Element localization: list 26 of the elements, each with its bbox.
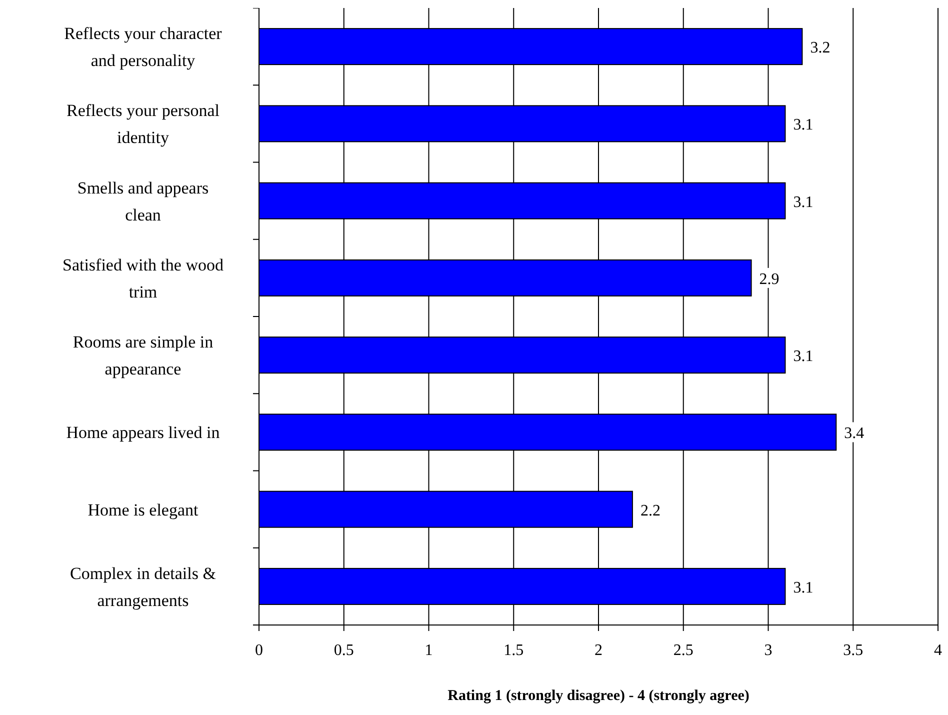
y-tick-label: Rooms are simple in appearance [72,332,214,379]
x-tick-label: 4 [934,642,942,659]
x-tick-label: 3.5 [843,642,864,659]
data-label: 3.4 [844,425,864,442]
data-label: 3.1 [793,348,814,366]
y-tick-label: Reflects your character and personality [64,24,222,70]
y-tick-label: Home appears lived in [66,423,220,442]
x-tick-label: 0.5 [334,642,354,659]
y-tick-label: Reflects your personal identity [66,101,220,148]
x-tick-label: 2.5 [673,642,694,659]
y-tick-label: Home is elegant [88,500,199,520]
data-label: 3.2 [810,40,830,57]
x-tick-label: 1.5 [504,642,524,659]
x-tick-label: 3 [764,642,772,659]
y-tick-label: Complex in details & arrangements [70,564,216,610]
data-label: 3.1 [793,194,814,211]
x-axis-title: Rating 1 (strongly disagree) - 4 (strongly agree) [448,688,750,704]
y-tick-label: Satisfied with the wood trim [62,255,224,302]
y-tick-label: Smells and appears clean [77,178,209,224]
x-tick-label: 2 [594,642,602,659]
data-label: 2.9 [759,270,780,288]
data-label: 3.1 [793,116,814,134]
data-label: 3.1 [793,579,814,596]
x-tick-label: 1 [424,642,433,659]
x-tick-label: 0 [255,642,263,659]
data-label: 2.2 [640,502,660,520]
